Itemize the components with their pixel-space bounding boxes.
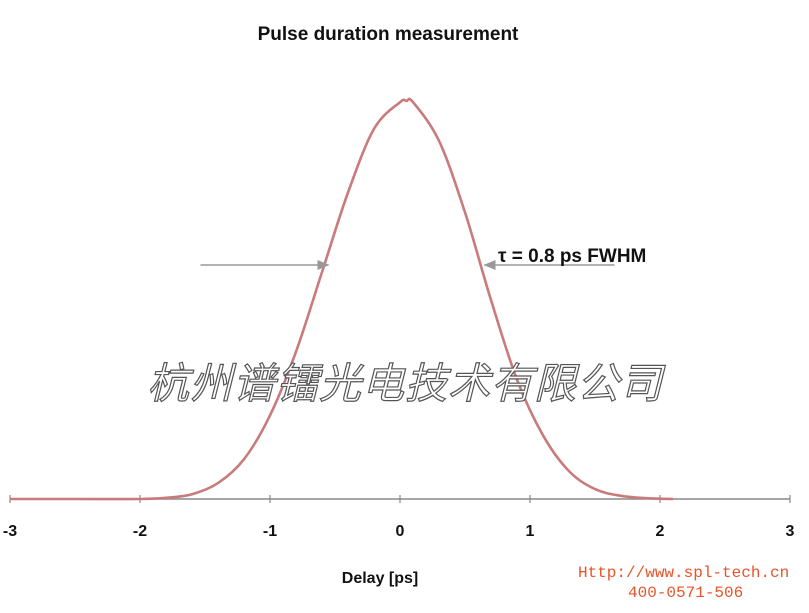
- x-tick-label: 3: [786, 523, 795, 540]
- plot-area: -3 -2 -1 0 1 2 3: [3, 97, 795, 540]
- company-watermark: 杭州谱镭光电技术有限公司: [147, 359, 666, 408]
- pulse-curve: [10, 97, 674, 501]
- x-tick-label: -3: [3, 523, 17, 540]
- url-watermark: Http://www.spl-tech.cn: [578, 564, 789, 582]
- x-tick-label: -2: [133, 523, 147, 540]
- phone-watermark: 400-0571-506: [628, 584, 743, 602]
- x-tick-label: 1: [526, 523, 535, 540]
- x-tick-label: 0: [396, 523, 405, 540]
- chart-title: Pulse duration measurement: [258, 24, 519, 45]
- x-axis-label: Delay [ps]: [342, 570, 418, 587]
- fwhm-annotation: τ = 0.8 ps FWHM: [498, 246, 646, 267]
- x-tick-label: 2: [656, 523, 665, 540]
- x-tick-label: -1: [263, 523, 277, 540]
